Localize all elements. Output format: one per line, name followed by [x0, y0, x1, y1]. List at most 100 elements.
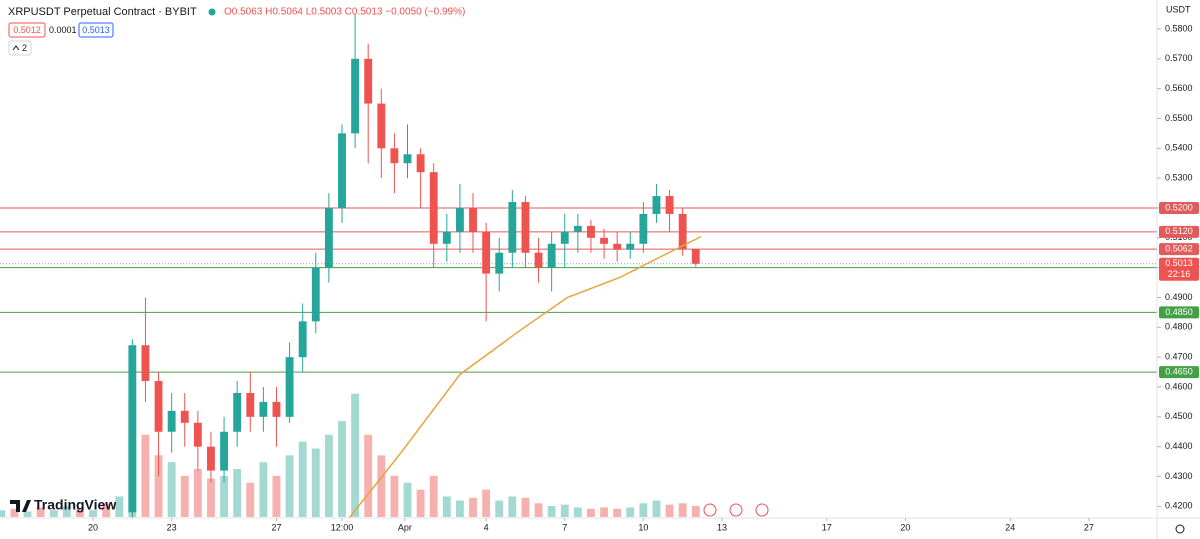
volume-bar	[324, 434, 333, 517]
volume-bar	[102, 503, 111, 517]
indicator-count: 2	[22, 43, 27, 53]
candle-body	[180, 410, 189, 423]
x-tick-label: 24	[1005, 522, 1015, 532]
volume-bar	[455, 500, 464, 517]
candle-body	[639, 213, 648, 244]
ask: 0.5013	[82, 25, 110, 35]
y-tick-label: 0.4500	[1165, 411, 1193, 421]
candle-body	[390, 148, 399, 164]
level-label-box	[1159, 201, 1199, 214]
logo-text: TradingView	[34, 497, 116, 513]
y-tick-label: 0.5700	[1165, 53, 1193, 63]
indicator-toggle[interactable]	[8, 40, 32, 56]
settings-icon[interactable]	[1175, 524, 1185, 534]
level-label: 0.5062	[1165, 244, 1193, 254]
candle-body	[455, 207, 464, 232]
event-icon[interactable]	[703, 503, 717, 517]
x-tick-label: 20	[88, 522, 98, 532]
level-label-box	[1159, 306, 1199, 319]
candle-body	[560, 231, 569, 244]
plot-area	[0, 14, 1157, 518]
logo-mark	[10, 500, 31, 512]
candle-body	[442, 231, 451, 244]
candle-body	[600, 237, 608, 244]
candle-body	[154, 381, 163, 432]
candle-body	[272, 401, 281, 417]
volume-bar	[272, 475, 281, 517]
last-price-box	[1159, 257, 1199, 281]
volume-bar	[10, 508, 19, 517]
volume-bar	[691, 506, 700, 517]
x-tick-label: 27	[1084, 522, 1094, 532]
volume-bar	[573, 507, 582, 517]
candle-body	[193, 422, 202, 447]
level-label: 0.4850	[1165, 307, 1193, 317]
candle-body	[665, 196, 674, 214]
spread: 0.0001	[49, 25, 77, 35]
candle-body	[495, 252, 504, 274]
volume-bar	[351, 393, 360, 517]
event-icon[interactable]	[729, 503, 743, 517]
chart-title: XRPUSDT Perpetual Contract · BYBIT	[8, 6, 197, 18]
level-label: 0.4650	[1165, 366, 1193, 376]
x-tick-label: 10	[638, 522, 648, 532]
volume-bar	[167, 462, 176, 517]
volume-bar	[521, 497, 530, 517]
x-tick-label: 23	[167, 522, 177, 532]
candle-body	[521, 202, 530, 253]
volume-bar	[259, 462, 268, 517]
candle-body	[534, 252, 543, 268]
y-tick-label: 0.4900	[1165, 292, 1193, 302]
candle-body	[652, 196, 661, 214]
moving-average	[348, 235, 702, 518]
candle-body	[324, 207, 333, 268]
volume-bar	[207, 478, 215, 517]
candle-body	[613, 243, 622, 250]
candle-body	[678, 213, 687, 249]
volume-bar	[338, 421, 346, 517]
candle-body	[207, 446, 215, 471]
candle-body	[364, 58, 373, 104]
axis-unit: USDT	[1166, 4, 1191, 14]
candle-body	[626, 243, 635, 250]
volume-bar	[652, 500, 661, 517]
candle-body	[141, 345, 150, 382]
candle-body	[547, 243, 556, 268]
y-tick-label: 0.4300	[1165, 471, 1193, 481]
y-tick-label: 0.4800	[1165, 322, 1193, 332]
volume-bar	[587, 508, 595, 517]
volume-bar	[62, 506, 71, 517]
candle-body	[285, 357, 294, 417]
candle-body	[469, 207, 477, 232]
volume-bar	[482, 489, 491, 517]
countdown: 22:16	[1168, 269, 1191, 279]
volume-bar	[678, 503, 687, 517]
candle-body	[482, 231, 491, 274]
ask-box[interactable]	[78, 22, 114, 38]
event-icon[interactable]	[755, 503, 769, 517]
volume-bar	[154, 455, 163, 517]
y-tick-label: 0.4200	[1165, 501, 1193, 511]
x-tick-label: Apr	[398, 522, 412, 532]
volume-bar	[180, 475, 189, 517]
bid-box[interactable]	[8, 22, 46, 38]
volume-bar	[298, 441, 307, 517]
volume-bar	[429, 475, 438, 517]
volume-bar	[36, 507, 45, 517]
volume-bar	[442, 496, 451, 517]
volume-bar	[626, 507, 635, 517]
y-tick-label: 0.4600	[1165, 381, 1193, 391]
volume-bar	[600, 507, 608, 517]
volume-bar	[285, 455, 294, 517]
volume-bar	[508, 496, 517, 517]
status-dot	[208, 8, 216, 16]
candle-body	[691, 248, 700, 264]
ohlc-legend: O0.5063 H0.5064 L0.5003 C0.5013 −0.0050 …	[224, 7, 465, 18]
candle-body	[508, 202, 517, 253]
candle-body	[167, 410, 176, 432]
x-tick-label: 20	[900, 522, 910, 532]
event-icons	[703, 503, 769, 517]
candle-body	[351, 58, 360, 134]
volume-bar	[416, 489, 425, 517]
